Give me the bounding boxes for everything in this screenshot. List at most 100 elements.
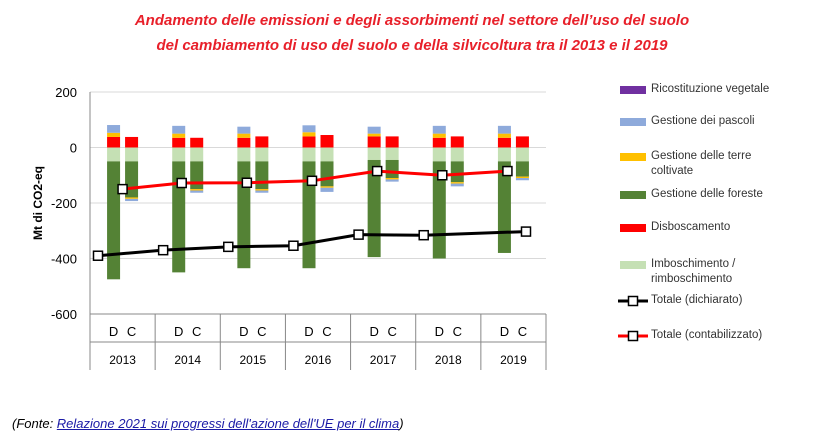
bar-segment-pascoli — [107, 125, 121, 133]
bar-segment-imboschimento — [497, 147, 511, 162]
bar-segment-terre_below — [515, 176, 529, 179]
bar-type-label: C — [518, 324, 527, 339]
bar-segment-foreste — [172, 161, 186, 273]
bar-segment-terre_below — [450, 182, 464, 184]
bar-segment-disboscamento — [172, 137, 186, 148]
bar-segment-imboschimento — [172, 147, 186, 162]
legend-item-label: Totale (dichiarato) — [651, 294, 743, 306]
bar-segment-foreste — [450, 161, 464, 183]
bar-segment-pascoli — [432, 125, 446, 134]
y-axis-label: Mt di CO2-eq — [31, 166, 45, 240]
year-label: 2018 — [435, 353, 462, 367]
bar-segment-disboscamento — [107, 136, 121, 148]
bar-type-label: C — [453, 324, 462, 339]
year-label: 2013 — [109, 353, 136, 367]
bar-segment-terre_coltivate — [497, 133, 511, 138]
bar-segment-imboschimento — [125, 147, 139, 162]
bar-segment-foreste — [385, 159, 399, 179]
year-label: 2016 — [305, 353, 332, 367]
series-marker — [241, 177, 253, 188]
series-marker — [92, 250, 104, 261]
bar-segment-pascoli_below — [125, 198, 139, 202]
bar-segment-disboscamento — [302, 136, 316, 148]
year-label: 2019 — [500, 353, 527, 367]
bar-segment-imboschimento — [432, 147, 446, 162]
bar-type-label: C — [127, 324, 136, 339]
legend-swatch — [620, 191, 646, 199]
source-link[interactable]: Relazione 2021 sui progressi dell'azione… — [56, 416, 400, 431]
bar-segment-pascoli_below — [515, 178, 529, 181]
series-marker — [502, 165, 513, 177]
bar-segment-imboschimento — [255, 147, 269, 162]
bar-segment-foreste — [190, 161, 204, 190]
bar-segment-terre_coltivate — [237, 133, 251, 138]
bar-segment-disboscamento — [515, 136, 529, 148]
bar-segment-foreste — [107, 161, 121, 280]
legend-item-label: Gestione delle foreste — [651, 188, 763, 200]
series-marker — [288, 240, 299, 251]
bar-segment-terre_below — [125, 197, 139, 199]
year-label: 2015 — [240, 353, 267, 367]
bar-segment-imboschimento — [302, 147, 316, 162]
bar-segment-disboscamento — [385, 136, 399, 148]
series-marker — [176, 177, 187, 189]
bar-type-label: C — [387, 324, 396, 339]
year-label: 2017 — [370, 353, 397, 367]
bar-segment-imboschimento — [320, 147, 334, 162]
bar-segment-disboscamento — [190, 137, 204, 148]
bar-type-label: D — [500, 324, 509, 339]
legend-item-label: Ricostituzione vegetale — [651, 83, 770, 95]
bar-segment-disboscamento — [237, 137, 251, 148]
bar-segment-terre_coltivate — [302, 132, 316, 137]
bar-segment-disboscamento — [432, 137, 446, 148]
bar-segment-terre_coltivate — [107, 132, 121, 137]
y-tick-label: -400 — [51, 252, 77, 267]
legend-swatch — [620, 224, 646, 232]
bar-segment-pascoli — [172, 125, 186, 134]
bar-segment-disboscamento — [450, 136, 464, 148]
bar-type-label: D — [304, 324, 313, 339]
legend-swatch — [620, 118, 646, 126]
y-tick-label: 0 — [70, 141, 77, 156]
bar-type-label: D — [239, 324, 248, 339]
bar-segment-foreste — [367, 159, 381, 258]
bar-segment-pascoli_below — [450, 183, 464, 187]
series-marker — [520, 226, 532, 237]
year-label: 2014 — [174, 353, 201, 367]
bar-segment-pascoli — [302, 125, 316, 133]
bar-type-label: D — [435, 324, 444, 339]
bar-segment-pascoli — [497, 125, 511, 134]
bar-segment-terre_coltivate — [432, 133, 446, 138]
bar-segment-imboschimento — [450, 147, 464, 162]
bar-segment-terre_below — [190, 189, 204, 191]
bar-segment-foreste — [497, 161, 511, 253]
bar-segment-terre_coltivate — [367, 133, 381, 137]
bar-segment-foreste — [237, 161, 251, 269]
series-marker — [223, 241, 234, 253]
series-marker — [418, 229, 429, 241]
bar-segment-disboscamento — [367, 136, 381, 148]
bar-segment-imboschimento — [107, 147, 121, 162]
chart-title-line-1: Andamento delle emissioni e degli assorb… — [134, 12, 690, 29]
bar-segment-terre_below — [320, 186, 334, 188]
bar-segment-pascoli_below — [320, 187, 334, 192]
bar-segment-foreste — [255, 161, 269, 190]
bar-segment-disboscamento — [320, 135, 334, 148]
y-tick-label: 200 — [55, 85, 77, 100]
legend-item-label: Totale (contabilizzato) — [651, 329, 763, 341]
bar-segment-disboscamento — [497, 137, 511, 148]
y-tick-label: -600 — [51, 307, 77, 322]
chart-title-line-2: del cambiamento di uso del suolo e della… — [156, 37, 668, 54]
legend-swatch — [620, 261, 646, 269]
bar-segment-pascoli_below — [255, 190, 269, 193]
bar-segment-foreste — [515, 161, 529, 177]
series-marker — [117, 183, 128, 195]
bar-type-label: C — [192, 324, 201, 339]
legend-item-label: Gestione dei pascoli — [651, 115, 755, 127]
legend-swatch — [620, 153, 646, 161]
source-note: (Fonte: Relazione 2021 sui progressi del… — [12, 416, 404, 431]
bar-segment-foreste — [320, 161, 334, 187]
series-marker — [437, 170, 448, 181]
bar-segment-imboschimento — [515, 147, 529, 162]
